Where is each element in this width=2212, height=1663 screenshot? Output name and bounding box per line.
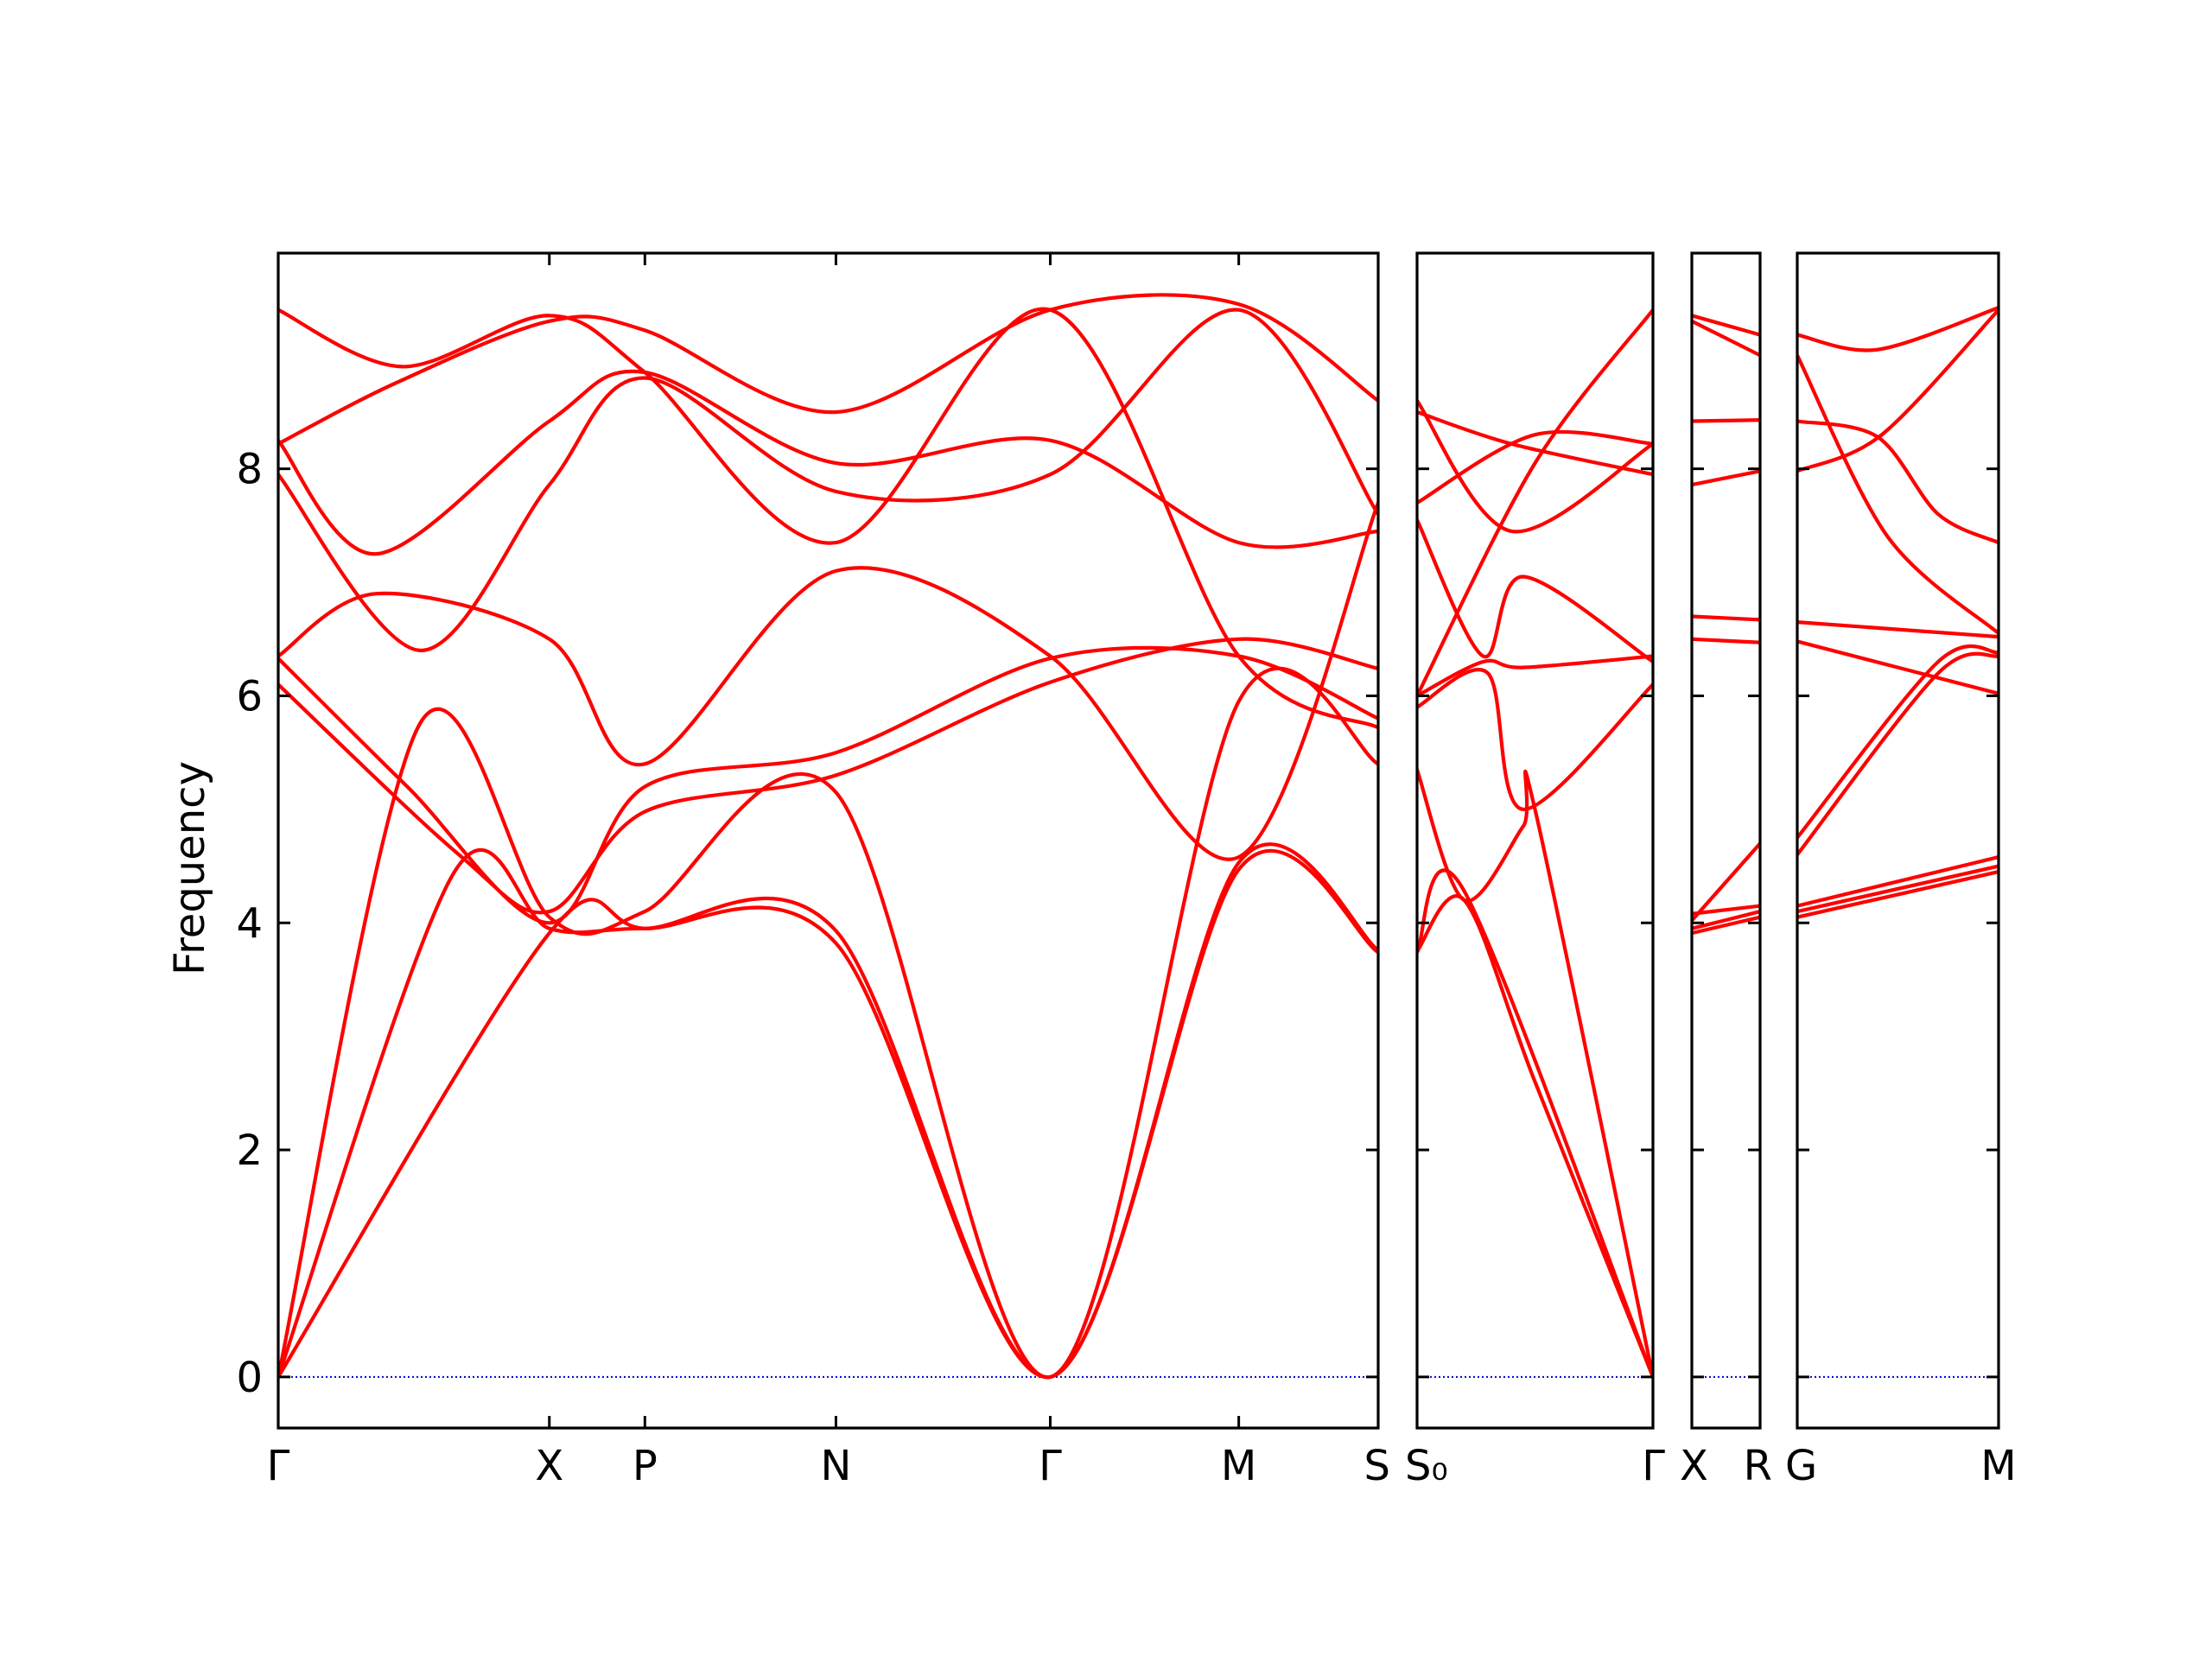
band-line-10: [1417, 308, 1653, 698]
band-line-8: [1417, 429, 1653, 505]
panel-1: 0 2 4 6 8 Γ X P N Γ M S: [236, 251, 1390, 1490]
band-line-5: [278, 645, 1378, 925]
x-tick-label: Γ: [1039, 1442, 1062, 1490]
band-line-9: [1692, 319, 1760, 358]
band-line-1: [1417, 868, 1653, 1379]
x-tick-label: M: [1221, 1442, 1256, 1490]
band-line-10: [1692, 314, 1760, 337]
band-line-4: [1417, 668, 1653, 812]
x-tick-label: R: [1744, 1442, 1772, 1490]
y-tick-label: 8: [236, 446, 263, 494]
band-group: [1692, 314, 1760, 936]
band-line-1: [1797, 870, 1999, 919]
y-tick-label: 6: [236, 672, 263, 720]
band-line-3: [1692, 841, 1760, 923]
band-line-9: [1797, 419, 1999, 545]
x-tick-label: X: [535, 1442, 563, 1490]
band-line-2: [1797, 864, 1999, 914]
band-line-10: [1797, 353, 1999, 636]
band-line-7: [1692, 469, 1760, 487]
band-line-1: [278, 849, 1378, 1380]
panel-2: S₀ Γ: [1405, 251, 1665, 1490]
y-tick-label: 0: [236, 1354, 263, 1402]
x-tick-label: M: [1980, 1442, 2016, 1490]
band-line-8: [1797, 308, 1999, 473]
band-line-5: [1797, 644, 1999, 840]
band-line-9: [1417, 409, 1653, 477]
panel-frame: [1796, 251, 2000, 1430]
band-line-9: [278, 293, 1378, 446]
band-line-6: [278, 501, 1378, 861]
band-line-4: [1692, 904, 1760, 916]
x-tick-label: P: [632, 1442, 658, 1490]
band-line-2: [1692, 910, 1760, 930]
band-line-2: [278, 842, 1378, 1380]
band-line-6: [1417, 517, 1653, 664]
x-tick-label: N: [821, 1442, 852, 1490]
band-line-8: [1692, 418, 1760, 423]
panel-frame: [1415, 251, 1655, 1430]
band-line-5: [1692, 637, 1760, 644]
band-line-4: [278, 637, 1378, 915]
x-tick-label: G: [1785, 1442, 1817, 1490]
band-line-3: [1797, 855, 1999, 908]
band-line-6: [1692, 614, 1760, 622]
band-line-4: [1797, 651, 1999, 857]
band-line-7: [278, 308, 1378, 653]
y-tick-label: 4: [236, 899, 263, 948]
band-group: [278, 293, 1378, 1380]
x-tick-label: Γ: [1642, 1442, 1665, 1490]
band-line-7: [1417, 398, 1653, 534]
x-tick-label: S: [1364, 1442, 1390, 1490]
band-group: [1797, 306, 1999, 919]
band-line-3: [1417, 767, 1653, 1379]
y-axis-label: Frequency: [166, 761, 214, 975]
x-tick-label: Γ: [267, 1442, 290, 1490]
band-line-3: [278, 666, 1378, 1380]
band-line-1: [1692, 915, 1760, 936]
x-tick-label: S₀: [1405, 1442, 1448, 1490]
band-group: [1417, 308, 1653, 1379]
y-tick-label: 2: [236, 1127, 263, 1175]
panel-frame: [1690, 251, 1762, 1430]
panel-frame: [276, 251, 1380, 1430]
x-tick-label: X: [1680, 1442, 1708, 1490]
band-line-6: [1797, 639, 1999, 695]
band-line-2: [1417, 894, 1653, 1379]
band-line-7: [1797, 620, 1999, 639]
band-line-11: [1797, 306, 1999, 352]
band-line-5: [1417, 654, 1653, 698]
band-line-8: [278, 369, 1378, 556]
band-line-10: [278, 307, 1378, 730]
